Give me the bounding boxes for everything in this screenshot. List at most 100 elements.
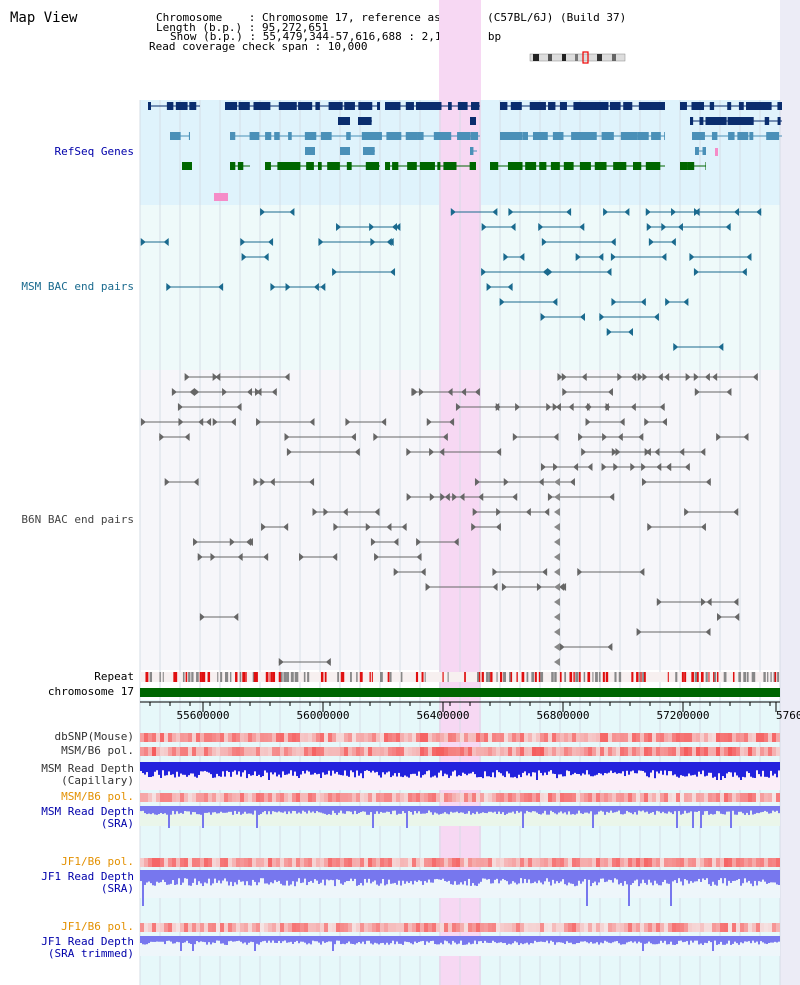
depth-bar <box>578 870 580 881</box>
depth-bar <box>434 870 436 880</box>
depth-bar <box>154 870 156 886</box>
heat-cell <box>616 733 620 742</box>
depth-bar <box>762 870 764 880</box>
bac-end-marker <box>210 553 216 561</box>
depth-bar <box>330 806 332 815</box>
depth-bar <box>264 806 266 811</box>
depth-bar <box>520 936 522 944</box>
repeat-element <box>777 672 780 682</box>
depth-bar <box>226 806 228 813</box>
depth-bar <box>712 806 714 815</box>
heat-cell <box>244 747 248 756</box>
heat-cell <box>656 923 660 932</box>
heat-cell <box>736 923 740 932</box>
depth-bar <box>676 762 678 777</box>
heat-cell <box>756 733 760 742</box>
bac-end-marker <box>540 463 546 471</box>
bac-end-marker <box>263 553 269 561</box>
depth-bar <box>356 936 358 944</box>
depth-bar <box>234 806 236 811</box>
heat-cell <box>292 923 296 932</box>
heat-cell <box>248 793 252 802</box>
bac-end-marker <box>587 463 593 471</box>
heat-cell <box>308 923 312 932</box>
heat-cell <box>656 747 660 756</box>
b6n-bac-track-label: B6N BAC end pairs <box>21 513 134 526</box>
depth-bar <box>156 870 158 882</box>
depth-bar <box>304 806 306 812</box>
depth-bar <box>470 762 472 774</box>
depth-bar <box>458 806 460 814</box>
heat-cell <box>572 733 576 742</box>
heat-cell <box>272 858 276 867</box>
depth-bar <box>738 870 740 879</box>
heat-cell <box>252 858 256 867</box>
repeat-element <box>203 672 206 682</box>
depth-bar <box>176 806 178 812</box>
heat-cell <box>304 858 308 867</box>
depth-bar <box>688 870 690 884</box>
heat-cell <box>716 858 720 867</box>
depth-bar <box>276 806 278 813</box>
depth-bar <box>682 870 684 886</box>
depth-bar <box>602 806 604 812</box>
heat-cell <box>216 747 220 756</box>
heat-cell <box>600 747 604 756</box>
depth-bar <box>482 870 484 879</box>
gene-exon <box>550 162 560 170</box>
depth-bar <box>516 936 518 943</box>
heat-cell <box>228 793 232 802</box>
depth-bar <box>694 870 696 882</box>
heat-cell <box>544 733 548 742</box>
depth-bar <box>536 870 538 884</box>
heat-cell <box>668 793 672 802</box>
depth-bar <box>512 762 514 778</box>
heat-cell <box>596 923 600 932</box>
depth-bar <box>184 806 186 811</box>
bac-end-marker <box>684 508 690 516</box>
depth-bar <box>282 806 284 813</box>
depth-bar <box>682 806 684 814</box>
depth-bar <box>354 870 356 879</box>
depth-bar <box>462 762 464 773</box>
depth-bar <box>224 762 226 777</box>
heat-cell <box>280 733 284 742</box>
heat-cell <box>460 923 464 932</box>
repeat-element <box>534 672 537 682</box>
depth-bar <box>302 870 304 883</box>
depth-bar <box>614 936 616 942</box>
gene-exon <box>315 102 320 110</box>
heat-cell <box>680 793 684 802</box>
heat-cell <box>240 733 244 742</box>
bac-end-marker <box>554 553 560 561</box>
depth-bar <box>450 762 452 776</box>
heat-cell <box>692 733 696 742</box>
depth-bar <box>338 936 340 941</box>
bac-end-marker <box>554 598 560 606</box>
depth-bar <box>594 762 596 776</box>
depth-bar <box>456 806 458 812</box>
repeat-element <box>763 672 766 682</box>
heat-cell <box>552 858 556 867</box>
depth-bar <box>566 806 568 815</box>
heat-cell <box>400 747 404 756</box>
depth-bar <box>286 936 288 943</box>
heat-cell <box>480 858 484 867</box>
depth-bar <box>430 870 432 883</box>
depth-bar <box>642 936 644 951</box>
gene-exon <box>510 132 523 140</box>
heat-cell <box>444 858 448 867</box>
depth-bar <box>564 870 566 885</box>
depth-bar <box>728 936 730 941</box>
depth-bar <box>622 762 624 772</box>
heat-cell <box>176 747 180 756</box>
depth-bar <box>486 936 488 943</box>
heat-cell <box>524 747 528 756</box>
heat-cell <box>352 793 356 802</box>
depth-bar <box>374 936 376 943</box>
heat-cell <box>756 858 760 867</box>
bac-end-marker <box>554 568 560 576</box>
repeat-element <box>602 672 605 682</box>
gene-exon <box>363 147 375 155</box>
